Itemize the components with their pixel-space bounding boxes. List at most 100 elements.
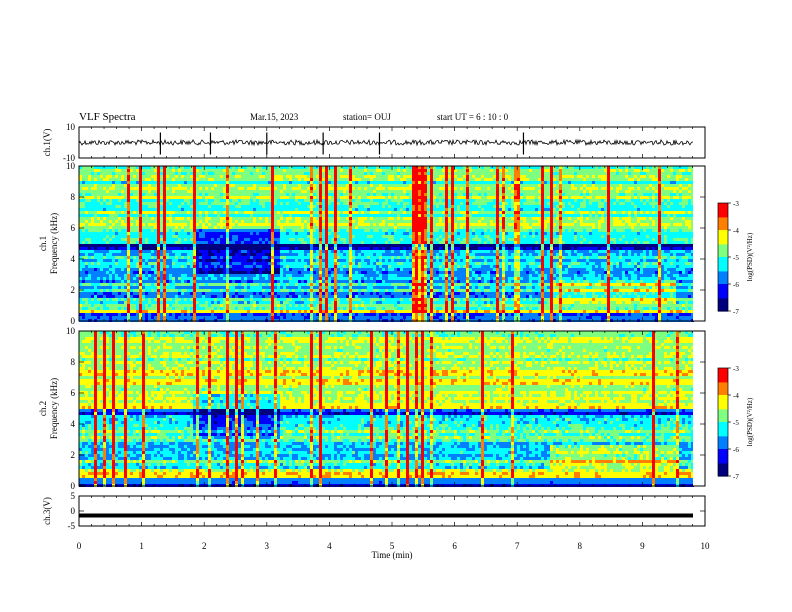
spectrogram-cell — [202, 199, 205, 202]
spectrogram-cell — [109, 178, 112, 181]
spectrogram-cell — [433, 220, 436, 223]
spectrogram-cell — [547, 166, 550, 169]
spectrogram-cell — [232, 208, 235, 211]
spectrogram-cell — [412, 229, 415, 232]
spectrogram-cell — [298, 196, 301, 199]
spectrogram-cell — [433, 211, 436, 214]
spectrogram-cell — [502, 220, 505, 223]
spectrogram-cell — [115, 172, 118, 175]
spectrogram-cell — [481, 187, 484, 190]
spectrogram-cell — [532, 220, 535, 223]
spectrogram-cell — [127, 214, 130, 217]
spectrogram-cell — [364, 220, 367, 223]
spectrogram-cell — [574, 223, 577, 226]
spectrogram-cell — [349, 178, 352, 181]
spectrogram-cell — [226, 217, 229, 220]
spectrogram-cell — [97, 223, 100, 226]
spectrogram-cell — [562, 181, 565, 184]
spectrogram-cell — [463, 193, 466, 196]
spectrogram-cell — [382, 208, 385, 211]
spectrogram-cell — [619, 193, 622, 196]
spectrogram-cell — [232, 166, 235, 169]
spectrogram-cell — [682, 226, 685, 229]
spectrogram-cell — [211, 229, 214, 232]
spectrogram-cell — [346, 166, 349, 169]
spectrogram-cell — [145, 223, 148, 226]
spectrogram-cell — [175, 169, 178, 172]
spectrogram-cell — [244, 205, 247, 208]
spectrogram-cell — [91, 202, 94, 205]
spectrogram-cell — [151, 196, 154, 199]
spectrogram-cell — [112, 193, 115, 196]
spectrogram-cell — [478, 175, 481, 178]
spectrogram-cell — [565, 202, 568, 205]
spectrogram-cell — [106, 235, 109, 238]
spectrogram-cell — [418, 214, 421, 217]
spectrogram-cell — [355, 175, 358, 178]
spectrogram-cell — [616, 190, 619, 193]
spectrogram-cell — [595, 229, 598, 232]
spectrogram-cell — [343, 220, 346, 223]
spectrogram-cell — [445, 229, 448, 232]
spectrogram-cell — [526, 193, 529, 196]
spectrogram-cell — [157, 208, 160, 211]
spectrogram-cell — [580, 172, 583, 175]
spectrogram-cell — [256, 166, 259, 169]
spectrogram-cell — [460, 232, 463, 235]
spectrogram-cell — [454, 220, 457, 223]
spectrogram-cell — [193, 172, 196, 175]
spectrogram-cell — [298, 169, 301, 172]
spectrogram-cell — [271, 208, 274, 211]
spectrogram-cell — [388, 232, 391, 235]
spectrogram-cell — [463, 196, 466, 199]
spectrogram-cell — [253, 229, 256, 232]
spectrogram-cell — [250, 184, 253, 187]
spectrogram-cell — [325, 196, 328, 199]
spectrogram-cell — [352, 181, 355, 184]
spectrogram-cell — [451, 172, 454, 175]
spectrogram-cell — [277, 235, 280, 238]
spectrogram-cell — [316, 202, 319, 205]
spectrogram-cell — [382, 199, 385, 202]
spectrogram-cell — [610, 223, 613, 226]
spectrogram-cell — [607, 169, 610, 172]
spectrogram-cell — [349, 205, 352, 208]
spectrogram-cell — [550, 217, 553, 220]
spectrogram-cell — [388, 175, 391, 178]
spectrogram-cell — [544, 214, 547, 217]
spectrogram-cell — [310, 217, 313, 220]
spectrogram-cell — [622, 226, 625, 229]
spectrogram-cell — [457, 196, 460, 199]
spectrogram-cell — [274, 217, 277, 220]
spectrogram-cell — [418, 193, 421, 196]
spectrogram-cell — [586, 223, 589, 226]
spectrogram-cell — [430, 214, 433, 217]
spectrogram-cell — [169, 208, 172, 211]
spectrogram-cell — [349, 184, 352, 187]
spectrogram-cell — [88, 199, 91, 202]
spectrogram-cell — [517, 175, 520, 178]
spectrogram-cell — [82, 211, 85, 214]
spectrogram-cell — [685, 175, 688, 178]
spectrogram-cell — [394, 220, 397, 223]
spectrogram-cell — [88, 220, 91, 223]
spectrogram-cell — [691, 226, 694, 229]
spectrogram-cell — [136, 184, 139, 187]
spectrogram-cell — [298, 166, 301, 169]
spectrogram-cell — [493, 211, 496, 214]
spectrogram-cell — [376, 211, 379, 214]
spectrogram-cell — [589, 172, 592, 175]
spectrogram-cell — [502, 226, 505, 229]
spectrogram-cell — [613, 175, 616, 178]
spectrogram-cell — [511, 190, 514, 193]
spectrogram-cell — [202, 184, 205, 187]
spectrogram-cell — [103, 199, 106, 202]
spectrogram-cell — [286, 196, 289, 199]
spectrogram-cell — [451, 193, 454, 196]
spectrogram-cell — [283, 211, 286, 214]
spectrogram-cell — [589, 196, 592, 199]
spectrogram-cell — [520, 220, 523, 223]
spectrogram-cell — [523, 220, 526, 223]
spectrogram-cell — [169, 175, 172, 178]
spectrogram-cell — [142, 235, 145, 238]
